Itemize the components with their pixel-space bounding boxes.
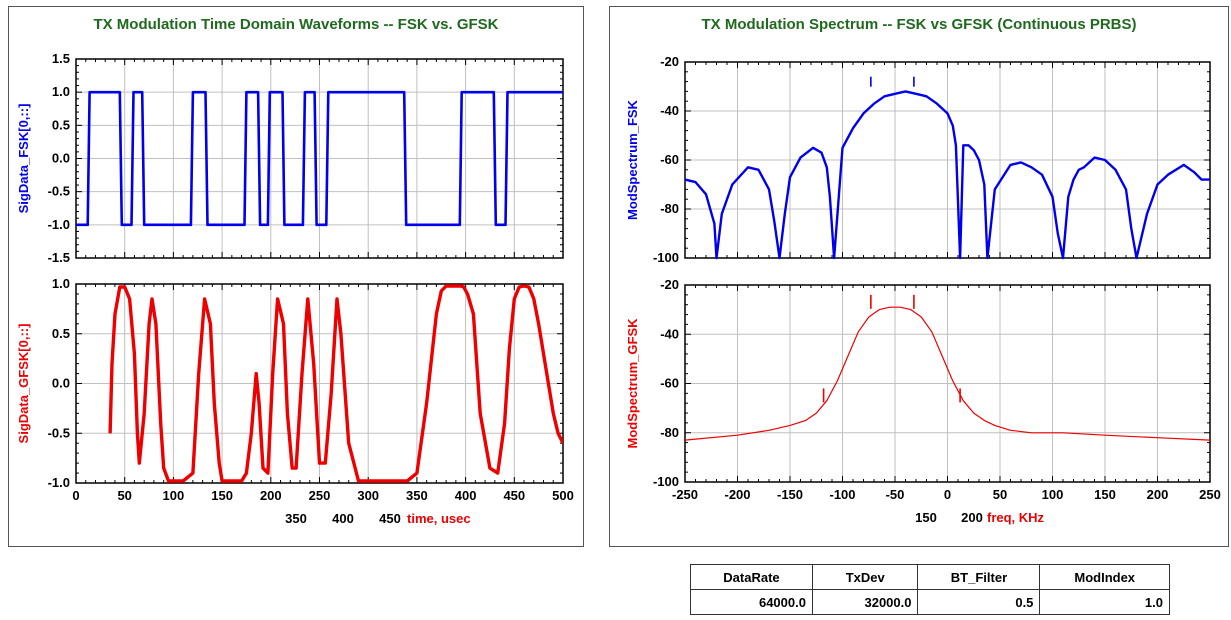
gfsk-spectrum-x-overlap-tick-label: 200 — [961, 510, 983, 525]
gfsk-time-x-tick-label: 150 — [211, 488, 233, 503]
fsk-time-y-tick-label: 0.5 — [52, 117, 70, 132]
parameter-table: DataRate TxDev BT_Filter ModIndex 64000.… — [690, 564, 1170, 615]
fsk-time-y-tick-label: -0.5 — [48, 184, 70, 199]
gfsk-spectrum-series-line — [685, 306, 1210, 441]
gfsk-time-x-tick-label: 450 — [503, 488, 525, 503]
time-domain-title: TX Modulation Time Domain Waveforms -- F… — [93, 16, 499, 33]
spectrum-title: TX Modulation Spectrum -- FSK vs GFSK (C… — [701, 16, 1137, 33]
fsk-spectrum-y-tick-label: -40 — [660, 103, 679, 118]
fsk-spectrum-series-line — [685, 90, 1210, 260]
gfsk-spectrum-x-overlap-tick-label: 150 — [915, 510, 937, 525]
gfsk-spectrum-x-tick-label: -150 — [777, 487, 803, 502]
gfsk-spectrum-y-tick-label: -100 — [653, 474, 679, 489]
fsk-spectrum-y-tick-label: -80 — [660, 201, 679, 216]
gfsk-spectrum-x-tick-label: 250 — [1199, 487, 1221, 502]
fsk-time-plot-frame — [75, 58, 564, 259]
gfsk-time-x-tick-label: 300 — [357, 488, 379, 503]
gfsk-time-x-overlap-tick-label: 350 — [285, 511, 307, 526]
gfsk-spectrum-x-tick-label: 100 — [1042, 487, 1064, 502]
fsk-spectrum-y-axis-label: ModSpectrum_FSK — [625, 99, 640, 220]
fsk-spectrum-y-tick-label: -20 — [660, 54, 679, 69]
header-datarate: DataRate — [690, 564, 813, 590]
fsk-spectrum-y-tick-label: -60 — [660, 152, 679, 167]
gfsk-time-chart: 1.00.50.0-0.5-1.0 SigData_GFSK[0,::]0 50 10… — [16, 276, 574, 526]
gfsk-time-y-tick-label: -0.5 — [48, 425, 70, 440]
gfsk-time-x-axis-label: time, usec — [407, 511, 471, 526]
gfsk-time-x-tick-label: 250 — [309, 488, 331, 503]
header-modindex: ModIndex — [1039, 564, 1170, 590]
value-txdev: 32000.0 — [811, 589, 919, 615]
fsk-time-y-tick-label: 1.5 — [52, 51, 70, 66]
gfsk-time-y-axis-label: SigData_GFSK[0,::] — [16, 324, 31, 444]
gfsk-time-series-line — [108, 284, 563, 483]
gfsk-spectrum-x-tick-label: 200 — [1147, 487, 1169, 502]
gfsk-spectrum-y-tick-label: -20 — [660, 277, 679, 292]
gfsk-spectrum-y-tick-label: -60 — [660, 376, 679, 391]
gfsk-spectrum-y-tick-label: -40 — [660, 326, 679, 341]
gfsk-time-x-tick-label: 100 — [163, 488, 185, 503]
gfsk-spectrum-y-axis-label: ModSpectrum_GFSK — [625, 318, 640, 449]
gfsk-time-plot-frame — [75, 283, 564, 484]
fsk-time-y-tick-label: -1.0 — [48, 217, 70, 232]
fsk-spectrum-y-tick-label: -100 — [653, 250, 679, 265]
gfsk-spectrum-x-tick-label: 0 — [944, 487, 951, 502]
value-modindex: 1.0 — [1039, 589, 1170, 615]
gfsk-time-x-tick-label: 350 — [406, 488, 428, 503]
fsk-time-y-axis-label: SigData_FSK[0,::] — [16, 104, 31, 214]
value-bt-filter: 0.5 — [917, 589, 1041, 615]
gfsk-time-x-tick-label: 0 — [72, 488, 79, 503]
gfsk-time-y-tick-label: -1.0 — [48, 475, 70, 490]
gfsk-spectrum-y-tick-label: -80 — [660, 425, 679, 440]
gfsk-spectrum-x-tick-label: -100 — [829, 487, 855, 502]
gfsk-time-x-tick-label: 500 — [552, 488, 574, 503]
parameter-header-row: DataRate TxDev BT_Filter ModIndex — [690, 564, 1170, 590]
gfsk-time-y-tick-label: 1.0 — [52, 276, 70, 291]
gfsk-spectrum-x-tick-label: -250 — [672, 487, 698, 502]
spectrum-panel: TX Modulation Spectrum -- FSK vs GFSK (C… — [609, 6, 1229, 547]
gfsk-spectrum-x-tick-label: -200 — [724, 487, 750, 502]
fsk-time-series-line — [76, 90, 563, 227]
gfsk-spectrum-x-tick-label: 50 — [993, 487, 1007, 502]
gfsk-time-x-tick-label: 50 — [117, 488, 131, 503]
gfsk-time-x-overlap-tick-label: 450 — [379, 511, 401, 526]
gfsk-time-y-tick-label: 0.0 — [52, 376, 70, 391]
gfsk-spectrum-x-tick-label: 150 — [1094, 487, 1116, 502]
parameter-value-row: 64000.0 32000.0 0.5 1.0 — [690, 589, 1170, 615]
gfsk-time-y-tick-label: 0.5 — [52, 326, 70, 341]
fsk-time-y-tick-label: -1.5 — [48, 250, 70, 265]
fsk-spectrum-plot-frame — [684, 61, 1211, 259]
fsk-time-y-tick-label: 1.0 — [52, 84, 70, 99]
fsk-time-y-tick-label: 0.0 — [52, 151, 70, 166]
header-txdev: TxDev — [811, 564, 919, 590]
gfsk-time-x-overlap-tick-label: 400 — [332, 511, 354, 526]
header-bt-filter: BT_Filter — [917, 564, 1041, 590]
gfsk-time-x-tick-label: 200 — [260, 488, 282, 503]
fsk-spectrum-chart: -20 -40 -60 -80 -100 ModSpectrum_FSK — [625, 54, 1211, 265]
gfsk-spectrum-chart: -20 -40 -60 -80 -100 ModSpectrum_GFSK -250 -200… — [625, 277, 1221, 525]
fsk-time-chart: 1.51.00.50.0-0.5-1.0-1.5 SigData_FSK[0,::… — [16, 51, 564, 265]
value-datarate: 64000.0 — [690, 589, 813, 615]
gfsk-spectrum-plot-frame — [684, 284, 1211, 483]
gfsk-time-x-tick-label: 400 — [455, 488, 477, 503]
gfsk-spectrum-x-tick-label: -50 — [886, 487, 905, 502]
gfsk-spectrum-x-axis-label: freq, KHz — [987, 510, 1045, 525]
